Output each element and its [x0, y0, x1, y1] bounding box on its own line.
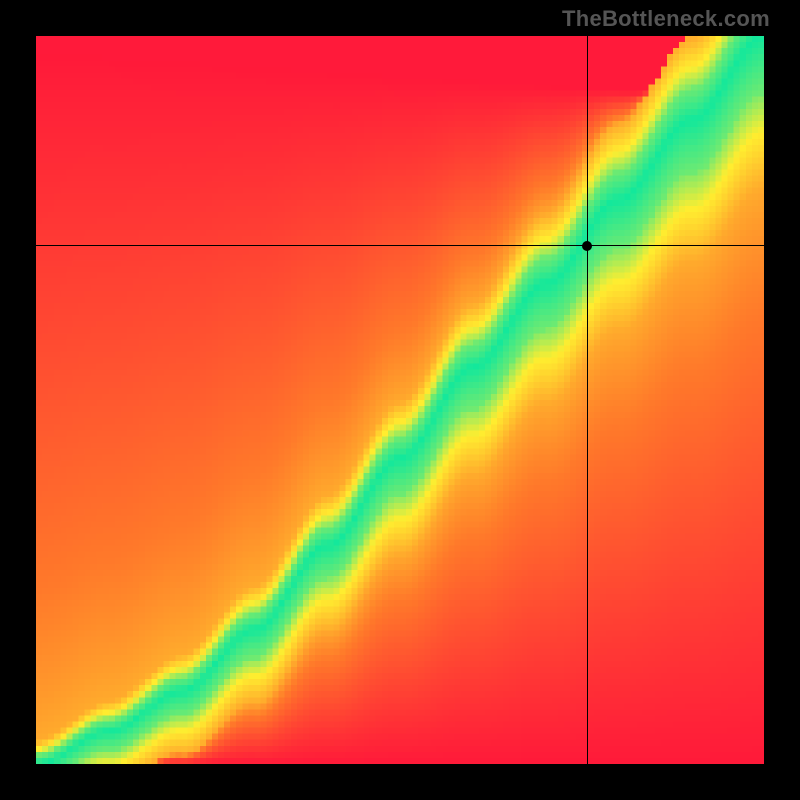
bottleneck-heatmap — [36, 36, 764, 764]
chart-container: TheBottleneck.com — [0, 0, 800, 800]
watermark-text: TheBottleneck.com — [562, 6, 770, 32]
crosshair-horizontal — [36, 245, 764, 246]
crosshair-vertical — [587, 36, 588, 764]
highlight-point-marker — [582, 241, 592, 251]
